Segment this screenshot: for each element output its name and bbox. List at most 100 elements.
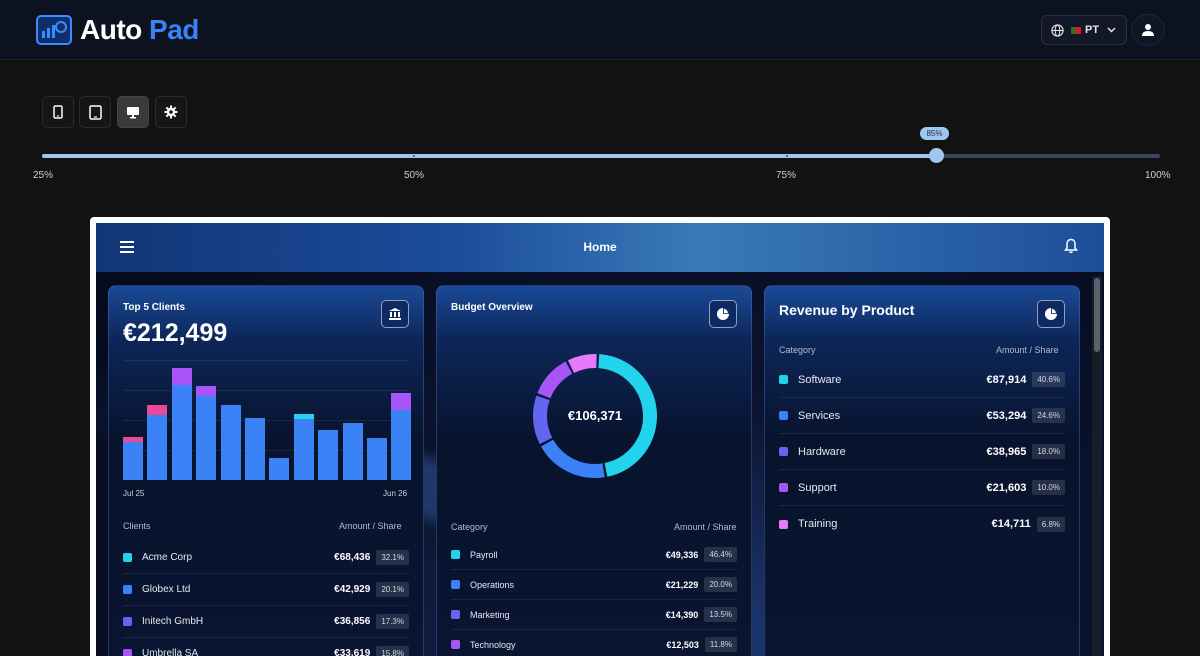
list-item[interactable]: Software €87,914 40.6% <box>779 362 1065 398</box>
row-amount: €33,619 <box>334 648 371 656</box>
list-item[interactable]: Payroll €49,336 46.4% <box>451 540 737 570</box>
row-label: Initech GmbH <box>142 616 204 627</box>
x-axis-end-label: Jun 26 <box>383 489 408 498</box>
row-share: 20.1% <box>376 582 409 597</box>
row-amount: €12,503 <box>666 639 699 650</box>
brand-word-1: Auto <box>80 14 142 45</box>
row-amount: €21,603 <box>986 481 1027 494</box>
swatch <box>779 411 788 420</box>
bell-icon[interactable] <box>1064 238 1078 254</box>
logo[interactable]: Auto Pad <box>36 14 199 46</box>
zoom-tick-label: 75% <box>776 170 797 181</box>
top-clients-card: Top 5 Clients €212,499 Jul 25 Jun 26 Cli… <box>108 285 424 656</box>
row-amount: €53,294 <box>986 409 1027 422</box>
top-bar: Auto Pad PT <box>0 0 1200 60</box>
row-share: 46.4% <box>704 547 737 562</box>
list-item[interactable]: Globex Ltd €42,929 20.1% <box>123 574 409 606</box>
list-item[interactable]: Technology €12,503 11.8% <box>451 630 737 656</box>
budget-overview-card: Budget Overview €106,371 Category Amount… <box>436 285 752 656</box>
list-item[interactable]: Umbrella SA €33,619 15.8% <box>123 638 409 656</box>
row-label: Hardware <box>798 445 846 458</box>
revenue-by-product-card: Revenue by Product Category Amount / Sha… <box>764 285 1080 656</box>
bar <box>245 418 265 480</box>
column-header: Amount / Share <box>339 521 402 531</box>
row-label: Training <box>798 518 838 530</box>
pie-chart-icon <box>1045 308 1057 320</box>
grid-line <box>123 420 409 421</box>
flag-icon <box>1071 26 1081 34</box>
list-item[interactable]: Initech GmbH €36,856 17.3% <box>123 606 409 638</box>
bar <box>391 410 412 480</box>
app-header: Home <box>96 223 1104 272</box>
row-share: 40.6% <box>1032 372 1065 387</box>
row-amount: €87,914 <box>986 373 1027 386</box>
slider-tick <box>413 155 415 157</box>
logo-text: Auto Pad <box>80 14 199 46</box>
donut-total: €106,371 <box>567 408 623 423</box>
bar <box>171 385 192 480</box>
scrollbar[interactable] <box>1092 276 1102 656</box>
bank-icon-button[interactable] <box>381 300 409 328</box>
swatch <box>123 649 132 656</box>
swatch <box>779 447 788 456</box>
scrollbar-thumb[interactable] <box>1094 278 1100 352</box>
pie-chart-icon <box>717 308 729 320</box>
device-desktop-button[interactable] <box>117 96 149 128</box>
bar-segment <box>171 368 192 385</box>
row-label: Services <box>798 409 841 422</box>
list-item[interactable]: Services €53,294 24.6% <box>779 398 1065 434</box>
list-item[interactable]: Marketing €14,390 13.5% <box>451 600 737 630</box>
swatch <box>451 640 460 649</box>
row-amount: €14,711 <box>991 518 1031 530</box>
language-code: PT <box>1085 24 1100 36</box>
bar-segment <box>147 405 168 415</box>
bar <box>196 396 217 480</box>
clients-total: €212,499 <box>123 319 228 347</box>
swatch <box>123 585 132 594</box>
list-item[interactable]: Support €21,603 10.0% <box>779 470 1065 506</box>
swatch <box>779 519 788 529</box>
swatch <box>123 617 132 626</box>
card-title: Top 5 Clients <box>123 302 186 313</box>
list-item[interactable]: Hardware €38,965 18.0% <box>779 434 1065 470</box>
bar <box>220 405 241 480</box>
bar <box>147 415 168 480</box>
card-title: Budget Overview <box>451 302 533 313</box>
column-header: Category <box>779 345 816 355</box>
settings-button[interactable] <box>155 96 187 128</box>
card-title: Revenue by Product <box>779 302 915 318</box>
row-amount: €42,929 <box>334 584 371 595</box>
zoom-slider[interactable] <box>42 148 1160 163</box>
row-share: 10.0% <box>1032 480 1065 495</box>
zoom-tick-label: 25% <box>33 170 54 181</box>
row-label: Software <box>798 373 842 386</box>
device-phone-button[interactable] <box>42 96 74 128</box>
app-title: Home <box>583 240 617 254</box>
pie-chart-icon-button[interactable] <box>1037 300 1065 328</box>
row-amount: €36,856 <box>334 616 371 627</box>
list-item[interactable]: Training €14,711 6.8% <box>779 506 1065 542</box>
row-label: Operations <box>470 579 515 590</box>
list-item[interactable]: Operations €21,229 20.0% <box>451 570 737 600</box>
user-button[interactable] <box>1131 14 1165 46</box>
bar-segment <box>123 437 143 442</box>
donut-slice <box>567 354 597 373</box>
language-selector[interactable]: PT <box>1041 15 1127 45</box>
column-header: Category <box>451 522 488 532</box>
bar <box>318 430 339 480</box>
list-item[interactable]: Acme Corp €68,436 32.1% <box>123 542 409 574</box>
user-icon <box>1142 24 1154 36</box>
row-share: 32.1% <box>376 550 409 565</box>
bar-segment <box>196 386 217 396</box>
device-tablet-button[interactable] <box>79 96 111 128</box>
row-share: 24.6% <box>1032 408 1065 423</box>
bar <box>269 458 290 480</box>
swatch <box>451 610 460 619</box>
menu-icon[interactable] <box>120 241 134 256</box>
donut-slice <box>598 354 657 477</box>
preview-frame: Home Top 5 Clients €212,499 Jul 25 Jun 2… <box>90 217 1110 656</box>
zoom-slider-thumb[interactable] <box>929 148 945 163</box>
row-label: Payroll <box>470 549 498 560</box>
row-label: Globex Ltd <box>142 584 191 595</box>
pie-chart-icon-button[interactable] <box>709 300 737 328</box>
